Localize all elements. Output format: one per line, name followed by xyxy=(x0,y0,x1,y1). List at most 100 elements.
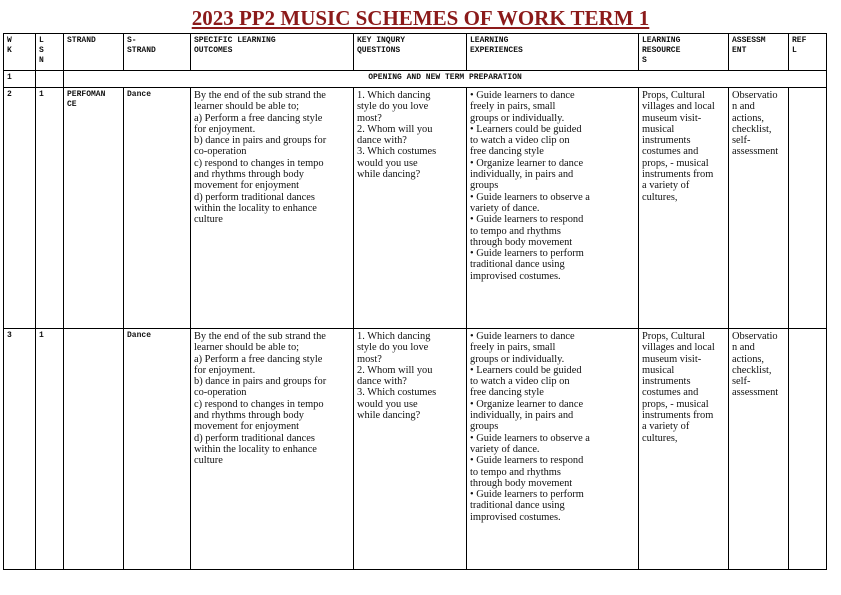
cell-line: traditional dance using xyxy=(470,259,565,271)
cell-line: CE xyxy=(67,100,77,109)
cell-line: instruments from xyxy=(642,410,714,422)
cell-line: 3. Which costumes xyxy=(357,146,437,158)
cell-line: dance with? xyxy=(357,135,407,147)
cell-line: culture xyxy=(194,214,223,226)
header-line: L xyxy=(39,36,44,45)
cell-line: cultures, xyxy=(642,432,678,444)
cell-line: style do you love xyxy=(357,101,429,113)
header-line: ASSESSM xyxy=(732,36,766,45)
cell-line: for enjoyment. xyxy=(194,123,256,135)
cell-line: b) dance in pairs and groups for xyxy=(194,135,327,147)
cell-line: • Guide learners to perform xyxy=(470,248,584,260)
cell-line: groups or individually. xyxy=(470,112,565,124)
header-line: LEARNING xyxy=(642,36,681,45)
cell-line: variety of dance. xyxy=(470,202,540,214)
cell-line: instruments xyxy=(642,376,691,388)
column-header-learning-experiences: LEARNING EXPERIENCES xyxy=(466,33,639,71)
cell-line: variety of dance. xyxy=(470,443,540,455)
cell-line: improvised costumes. xyxy=(470,511,561,523)
cell-line: museum visit- xyxy=(642,112,702,124)
cell-line: props, - musical xyxy=(642,157,709,169)
cell-line: co-operation xyxy=(194,146,247,158)
cell-line: to tempo and rhythms xyxy=(470,225,561,237)
cell-line: props, - musical xyxy=(642,398,709,410)
column-header-reflection: REF L xyxy=(788,33,827,71)
cell-line: improvised costumes. xyxy=(470,270,561,282)
cell-line: groups or individually. xyxy=(470,353,565,365)
cell-line: 2. Whom will you xyxy=(357,123,433,135)
cell-line: dance with? xyxy=(357,376,407,388)
cell-line: d) perform traditional dances xyxy=(194,432,315,444)
cell-line: within the locality to enhance xyxy=(194,202,317,214)
document-title: 2023 PP2 MUSIC SCHEMES OF WORK TERM 1 xyxy=(0,6,841,31)
cell-line: By the end of the sub strand the xyxy=(194,90,326,101)
header-line: RESOURCE xyxy=(642,46,681,55)
cell-line: individually, in pairs and xyxy=(470,169,574,181)
header-line: S xyxy=(642,56,647,65)
cell-line: • Guide learners to observe a xyxy=(470,432,590,444)
strand-cell: PERFOMAN CE xyxy=(63,87,124,329)
week-cell: 3 xyxy=(3,328,36,570)
cell-line: actions, xyxy=(732,112,765,124)
header-line: S xyxy=(39,46,44,55)
cell-line: cultures, xyxy=(642,191,678,203)
cell-line: movement for enjoyment xyxy=(194,421,300,433)
cell-line: self- xyxy=(732,135,751,147)
resources-cell: Props, Cultural villages and local museum … xyxy=(638,87,729,329)
cell-line: Observatio xyxy=(732,331,778,342)
title-text: 2023 PP2 MUSIC SCHEMES OF WORK TERM 1 xyxy=(191,6,650,30)
header-line: SPECIFIC LEARNING xyxy=(194,36,276,45)
cell-line: 3. Which costumes xyxy=(357,387,437,399)
cell-line: 3 xyxy=(7,331,12,340)
cell-line: assessment xyxy=(732,146,779,158)
column-header-specific-learning-outcomes: SPECIFIC LEARNING OUTCOMES xyxy=(190,33,354,71)
cell-line: 1. Which dancing xyxy=(357,90,431,101)
cell-line: co-operation xyxy=(194,387,247,399)
cell-line: traditional dance using xyxy=(470,500,565,512)
header-line: K xyxy=(7,46,12,55)
resources-cell: Props, Cultural villages and local museum … xyxy=(638,328,729,570)
column-header-learning-resources: LEARNING RESOURCE S xyxy=(638,33,729,71)
cell-line: villages and local xyxy=(642,342,715,354)
cell-line: self- xyxy=(732,376,751,388)
cell-line: checklist, xyxy=(732,364,772,376)
header-line: S- xyxy=(127,36,137,45)
cell-line: 1. Which dancing xyxy=(357,331,431,342)
lesson-cell: 1 xyxy=(35,87,64,329)
cell-line: instruments from xyxy=(642,169,714,181)
lesson-cell xyxy=(35,70,64,88)
cell-line: instruments xyxy=(642,135,691,147)
cell-line: b) dance in pairs and groups for xyxy=(194,376,327,388)
cell-line: villages and local xyxy=(642,101,715,113)
cell-line: free dancing style xyxy=(470,146,544,158)
schemes-of-work-table: W K L S N STRAND S- STRAND SPECIFIC LEARNING OUTC… xyxy=(3,33,827,570)
cell-line: while dancing? xyxy=(357,410,421,422)
cell-line: costumes and xyxy=(642,146,699,158)
table-row-week-2: 2 1 PERFOMAN CE Dance By the end of the sub s… xyxy=(3,87,827,329)
cell-line: a) Perform a free dancing style xyxy=(194,353,323,365)
cell-line: n and xyxy=(732,342,755,354)
header-line: L xyxy=(792,46,797,55)
cell-line: • Guide learners to dance xyxy=(470,90,575,101)
cell-line: • Learners could be guided xyxy=(470,123,582,135)
cell-line: a) Perform a free dancing style xyxy=(194,112,323,124)
cell-line: 2 xyxy=(7,90,12,99)
cell-line: musical xyxy=(642,123,675,135)
cell-line: d) perform traditional dances xyxy=(194,191,315,203)
cell-line: museum visit- xyxy=(642,353,702,365)
cell-line: through body movement xyxy=(470,477,573,489)
outcomes-cell: By the end of the sub strand the learner … xyxy=(190,328,354,570)
cell-line: Props, Cultural xyxy=(642,90,705,101)
cell-line: 1 xyxy=(39,90,44,99)
header-line: REF xyxy=(792,36,807,45)
experiences-cell: • Guide learners to dance freely in pairs… xyxy=(466,328,639,570)
sub-strand-cell: Dance xyxy=(123,328,191,570)
cell-line: style do you love xyxy=(357,342,429,354)
cell-line: • Guide learners to perform xyxy=(470,489,584,501)
lesson-cell: 1 xyxy=(35,328,64,570)
table-row-week-1: 1 OPENING AND NEW TERM PREPARATION xyxy=(3,70,827,88)
header-line: STRAND xyxy=(127,46,156,55)
cell-line: most? xyxy=(357,353,382,365)
header-row: W K L S N STRAND S- STRAND SPECIFIC LEARNING OUTC… xyxy=(3,33,827,71)
